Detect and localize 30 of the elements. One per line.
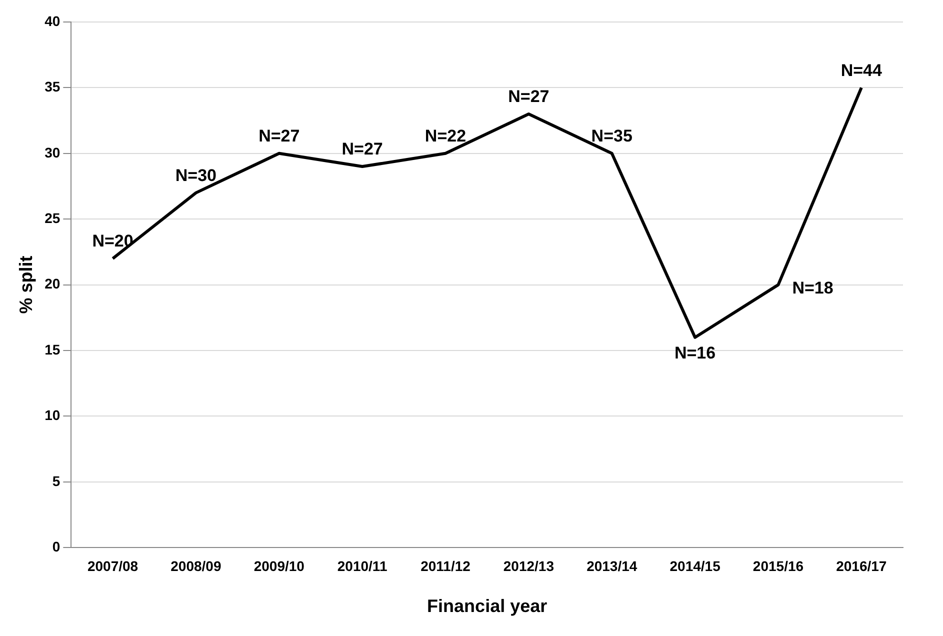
x-tick-label: 2015/16 xyxy=(752,558,804,574)
annotation: N=35 xyxy=(591,126,632,146)
y-tick-label: 15 xyxy=(44,341,60,358)
annotation: N=16 xyxy=(674,344,716,363)
annotation: N=27 xyxy=(342,140,383,159)
x-tick-label: 2009/10 xyxy=(254,558,305,574)
x-tick-label: 2010/11 xyxy=(337,558,388,574)
y-axis-title: % split xyxy=(16,256,36,314)
x-axis-title: Financial year xyxy=(427,596,548,616)
annotation: N=44 xyxy=(840,60,883,80)
y-tick-label: 10 xyxy=(44,407,60,424)
y-tick-label: 25 xyxy=(44,210,60,226)
y-tick-label: 20 xyxy=(44,276,60,292)
x-tick-label: 2014/15 xyxy=(670,558,721,574)
annotation: N=27 xyxy=(258,126,300,146)
y-tick-label: 30 xyxy=(44,144,60,160)
x-tick-label: 2007/08 xyxy=(87,558,138,574)
x-tick-label: 2012/13 xyxy=(503,558,554,574)
y-tick-label: 40 xyxy=(44,12,60,29)
annotation: N=27 xyxy=(508,87,550,106)
annotation: N=30 xyxy=(175,166,217,186)
y-tick-label: 0 xyxy=(52,538,60,554)
annotation: N=22 xyxy=(424,126,466,146)
x-tick-label: 2011/12 xyxy=(420,558,471,574)
x-tick-label: 2013/14 xyxy=(586,558,638,574)
y-tick-label: 5 xyxy=(52,472,60,489)
y-tick-label: 35 xyxy=(44,78,60,95)
x-tick-label: 2016/17 xyxy=(836,558,887,574)
x-tick-label: 2008/09 xyxy=(170,558,222,574)
annotation: N=18 xyxy=(792,278,834,298)
